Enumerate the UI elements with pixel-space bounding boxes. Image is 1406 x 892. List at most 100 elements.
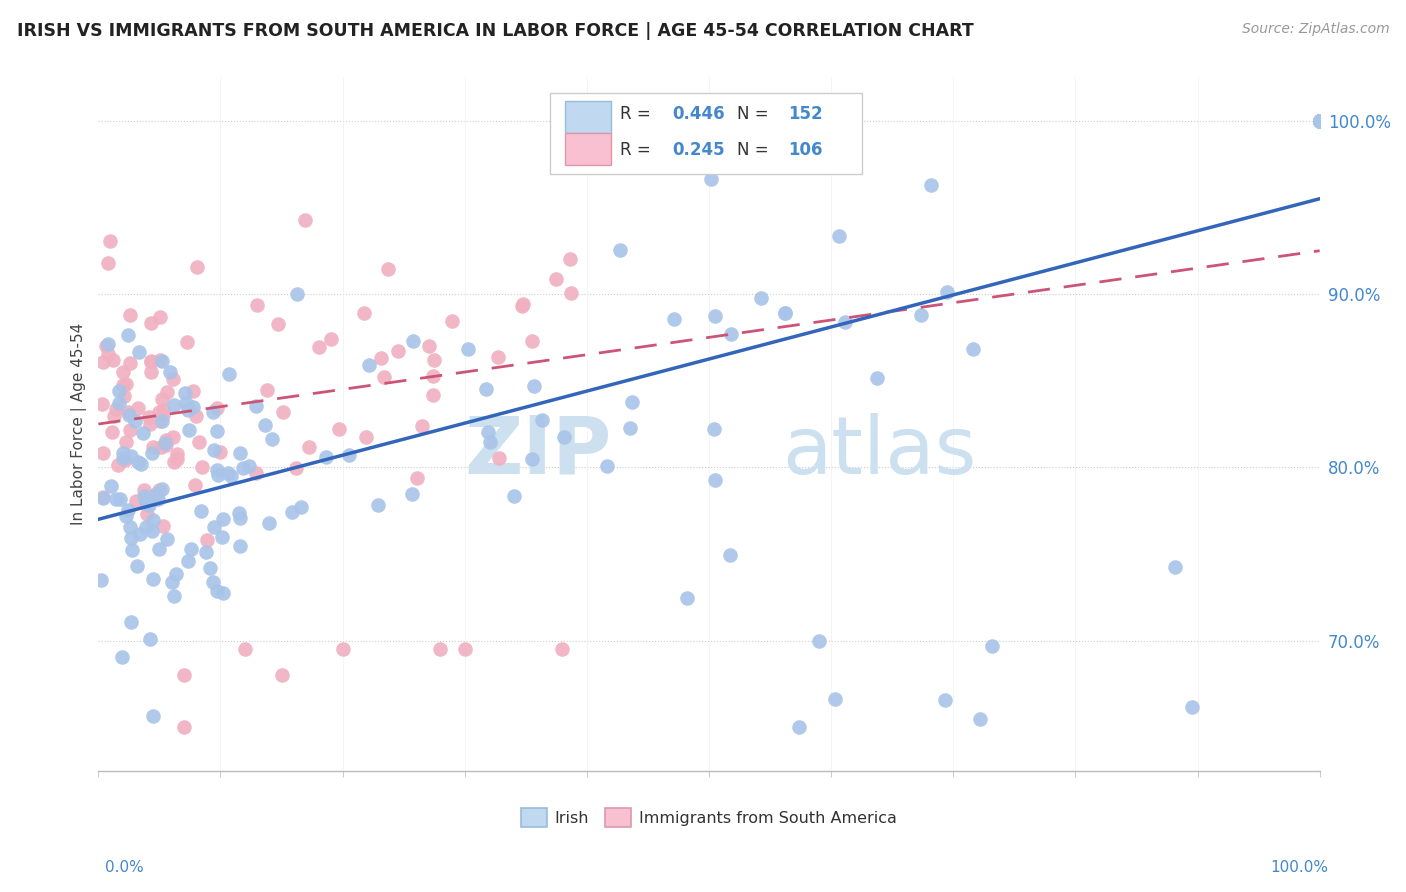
- Point: [402, 334, 425, 348]
- Point: [190, 504, 212, 518]
- Point: [219, 468, 242, 483]
- Point: [1309, 113, 1331, 128]
- Point: [97, 337, 120, 351]
- Point: [367, 498, 389, 512]
- Point: [91, 491, 114, 505]
- Point: [267, 318, 290, 332]
- Point: [138, 632, 160, 647]
- Point: [194, 545, 217, 559]
- Point: [163, 590, 186, 604]
- Point: [176, 334, 198, 349]
- Point: [619, 421, 641, 435]
- Point: [202, 442, 225, 457]
- Point: [145, 486, 167, 500]
- Point: [211, 530, 233, 544]
- Point: [163, 455, 186, 469]
- Point: [114, 376, 136, 391]
- Point: [1309, 113, 1331, 128]
- Point: [1309, 113, 1331, 128]
- Point: [530, 412, 553, 426]
- Point: [218, 368, 240, 382]
- Point: [112, 389, 135, 403]
- Point: [111, 377, 134, 392]
- Point: [1309, 113, 1331, 128]
- Point: [520, 452, 543, 467]
- Point: [522, 334, 544, 348]
- Point: [115, 509, 138, 524]
- Point: [108, 384, 131, 398]
- Point: [148, 405, 170, 419]
- Point: [188, 435, 211, 450]
- FancyBboxPatch shape: [565, 133, 612, 165]
- Point: [920, 178, 942, 193]
- Point: [198, 561, 221, 575]
- Point: [179, 423, 201, 437]
- Point: [1309, 113, 1331, 128]
- Point: [117, 405, 139, 419]
- Point: [132, 489, 155, 503]
- Point: [1309, 113, 1331, 128]
- Point: [91, 355, 114, 369]
- Point: [107, 458, 129, 473]
- Point: [422, 387, 444, 401]
- Point: [91, 396, 114, 410]
- Point: [246, 298, 269, 312]
- Point: [510, 299, 533, 313]
- Point: [136, 507, 159, 521]
- Point: [162, 430, 184, 444]
- Point: [101, 352, 124, 367]
- Point: [962, 343, 984, 357]
- Point: [94, 338, 117, 352]
- Point: [141, 355, 163, 369]
- Point: [749, 292, 772, 306]
- Point: [114, 452, 136, 467]
- Text: 100.0%: 100.0%: [1271, 860, 1329, 875]
- Point: [328, 422, 350, 436]
- Point: [290, 500, 312, 514]
- Point: [1309, 113, 1331, 128]
- Text: R =: R =: [620, 141, 655, 159]
- Y-axis label: In Labor Force | Age 45-54: In Labor Force | Age 45-54: [72, 323, 87, 525]
- Text: Source: ZipAtlas.com: Source: ZipAtlas.com: [1241, 22, 1389, 37]
- Point: [138, 499, 160, 513]
- Point: [212, 511, 235, 525]
- Point: [523, 379, 546, 393]
- Point: [152, 403, 174, 417]
- Point: [142, 572, 165, 586]
- Point: [429, 642, 451, 657]
- Point: [596, 458, 619, 473]
- Point: [152, 409, 174, 423]
- Point: [703, 474, 725, 488]
- Point: [120, 308, 142, 322]
- Point: [1309, 113, 1331, 128]
- Point: [260, 432, 283, 446]
- Point: [104, 402, 127, 417]
- Point: [512, 297, 534, 311]
- Point: [294, 212, 316, 227]
- Text: 152: 152: [789, 105, 823, 123]
- Point: [1309, 113, 1331, 128]
- Point: [370, 351, 392, 365]
- Point: [186, 260, 208, 274]
- Point: [675, 591, 697, 606]
- Point: [142, 440, 165, 454]
- Legend: Irish, Immigrants from South America: Irish, Immigrants from South America: [515, 802, 903, 833]
- Point: [155, 433, 177, 447]
- Point: [245, 466, 267, 480]
- Point: [155, 436, 177, 450]
- Point: [720, 326, 742, 341]
- Point: [1309, 113, 1331, 128]
- Point: [160, 574, 183, 589]
- Point: [149, 440, 172, 454]
- Point: [180, 541, 202, 556]
- Point: [475, 382, 498, 396]
- Point: [228, 506, 250, 520]
- Point: [197, 533, 219, 548]
- Point: [422, 368, 444, 383]
- Point: [411, 419, 433, 434]
- Point: [980, 639, 1002, 653]
- Point: [387, 344, 409, 359]
- Text: 106: 106: [789, 141, 823, 159]
- Point: [337, 448, 360, 462]
- Point: [440, 314, 463, 328]
